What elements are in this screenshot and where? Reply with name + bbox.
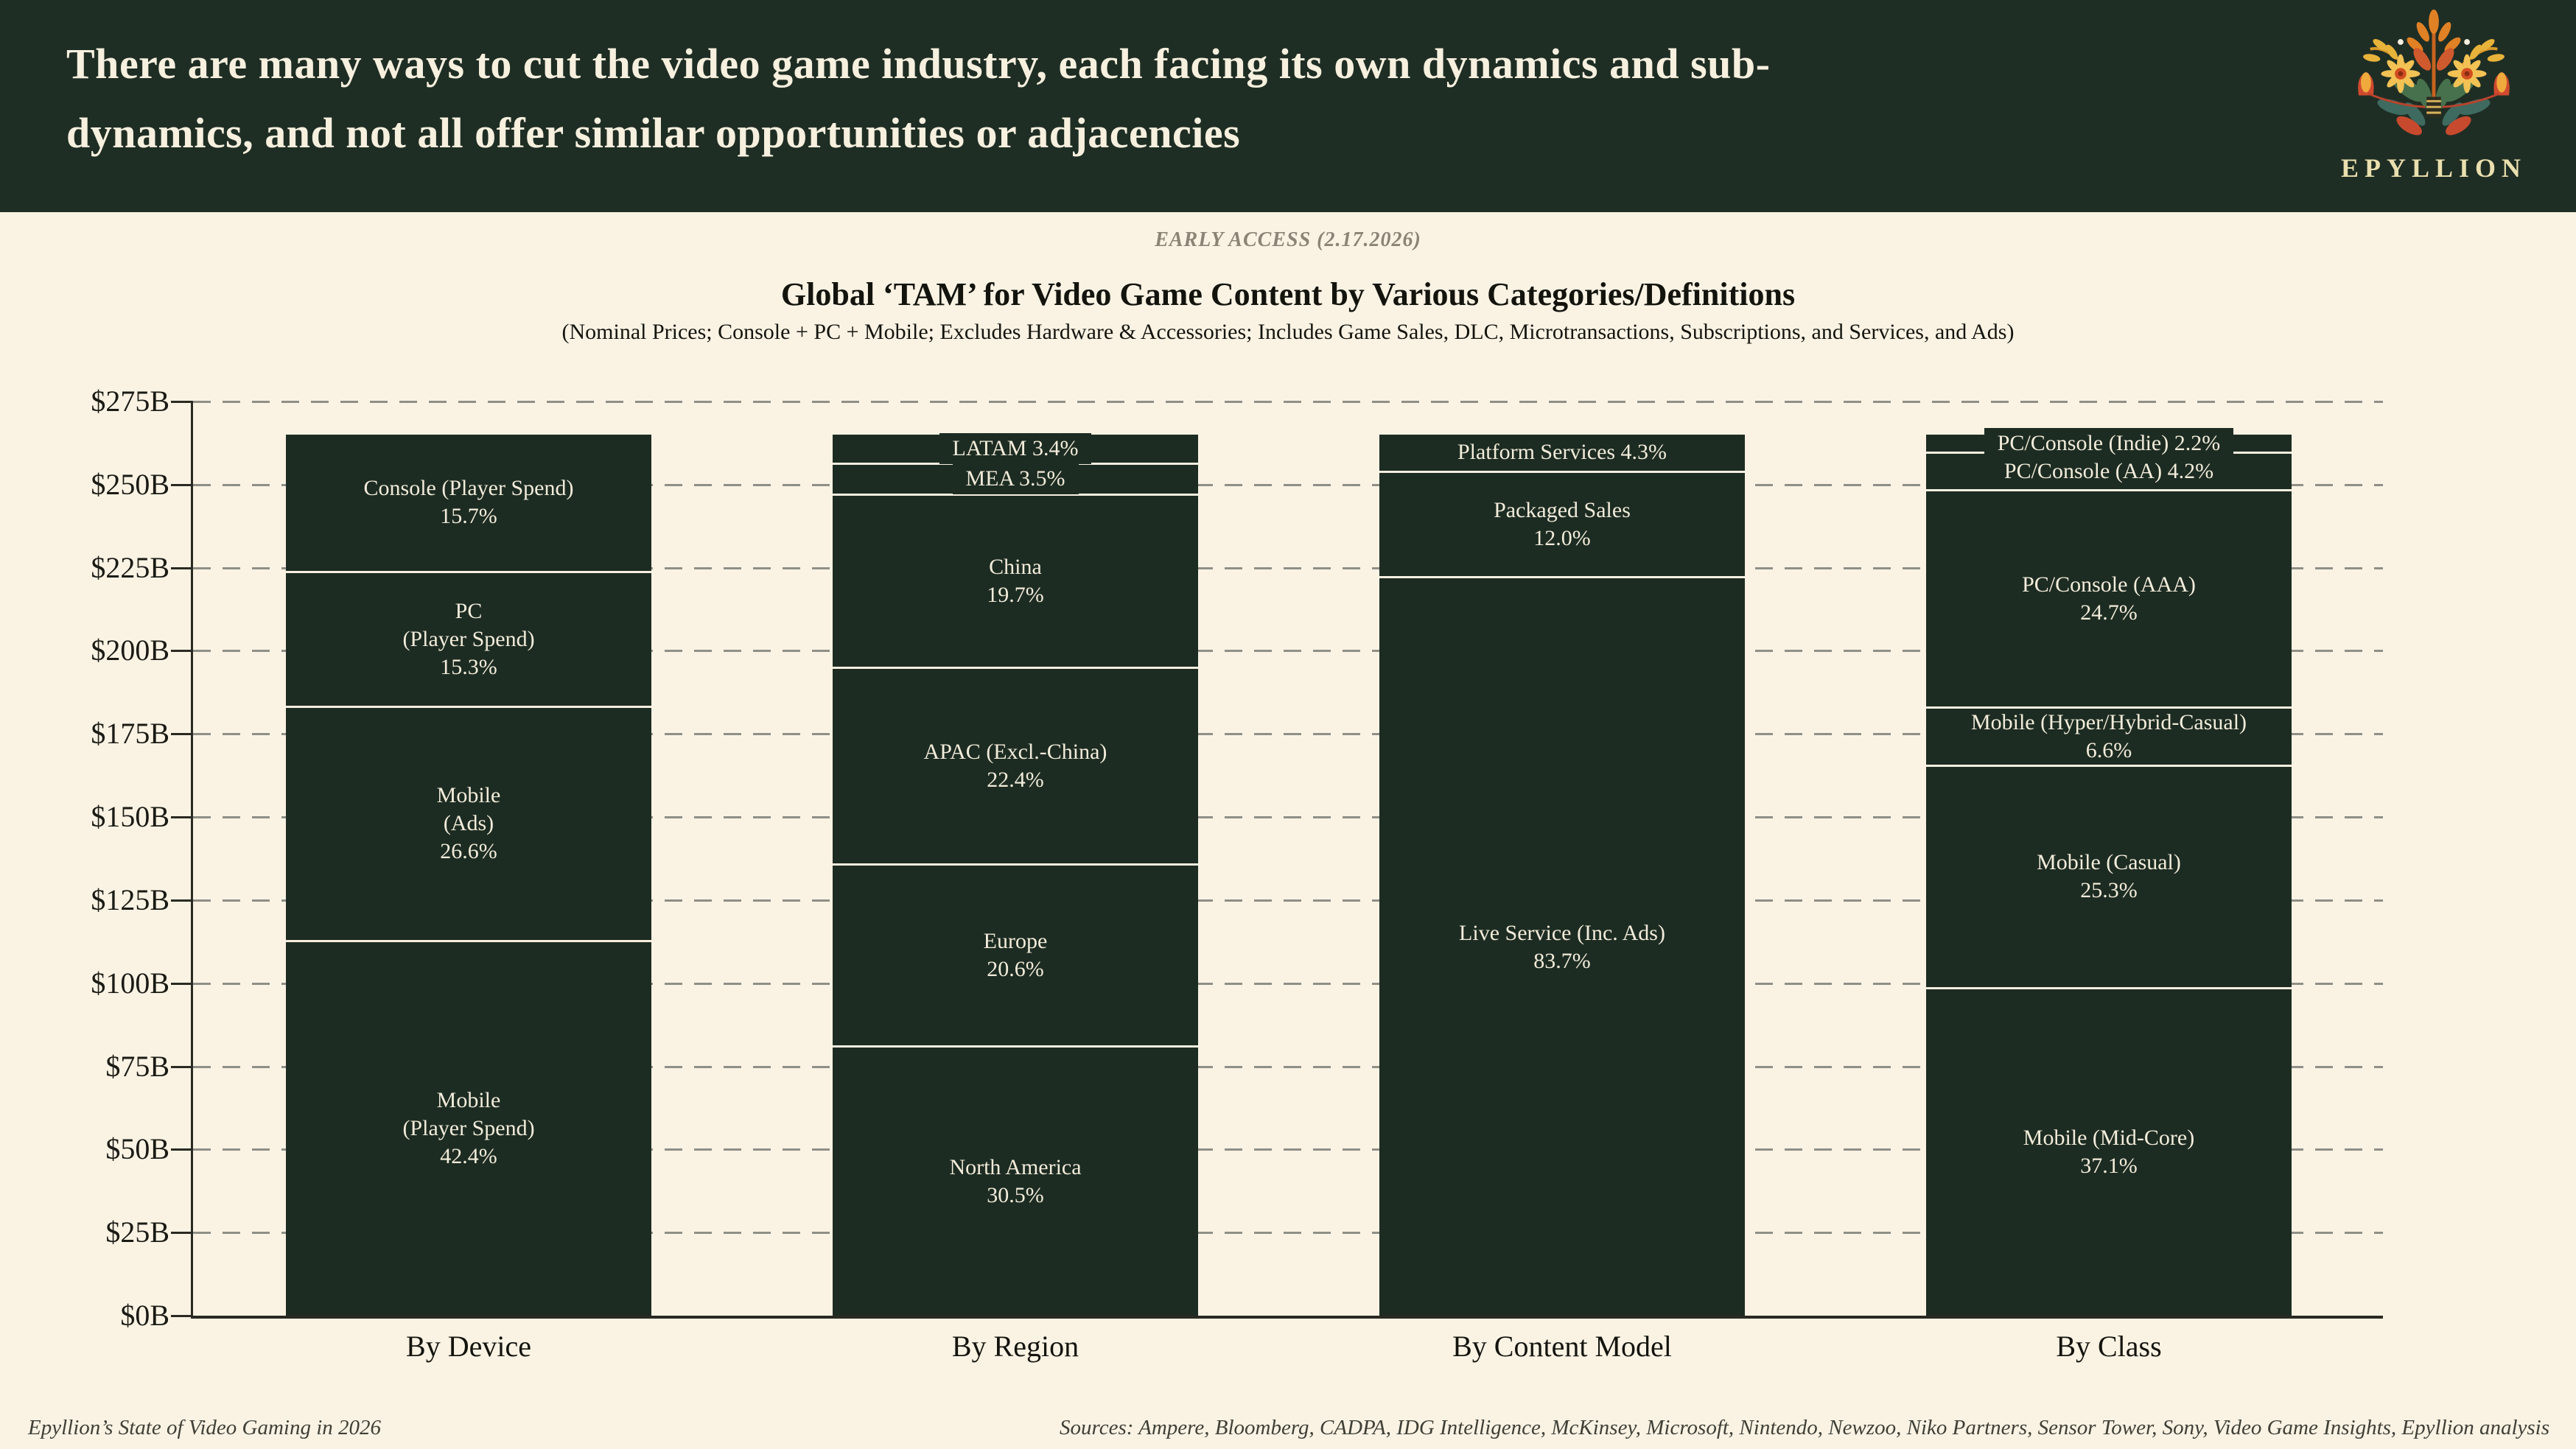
y-axis-tick-label: $150B [91, 800, 169, 834]
bar-segment: Europe 20.6% [833, 866, 1198, 1048]
y-axis-tick-mark [171, 1148, 193, 1151]
bar-segment: Mobile (Casual) 25.3% [1926, 767, 2292, 989]
stacked-bar: Console (Player Spend) 15.7% PC (Player Spe… [286, 435, 651, 1316]
y-axis-tick-mark [171, 1232, 193, 1235]
bar-segment-label: Mobile (Ads) 26.6% [436, 783, 501, 864]
bar-segment-label: Europe 20.6% [983, 929, 1048, 982]
y-axis-tick-label: $50B [105, 1132, 169, 1166]
bar-segment: APAC (Excl.-China) 22.4% [833, 669, 1198, 866]
epyllion-logo-text: EPYLLION [2340, 153, 2527, 183]
y-axis-tick-label: $100B [91, 966, 169, 1000]
y-axis-tick-mark [171, 401, 193, 403]
chart-title: Global ‘TAM’ for Video Game Content by V… [780, 276, 1796, 312]
bar-segment-label: Mobile (Casual) 25.3% [2037, 850, 2181, 903]
header-banner: There are many ways to cut the video gam… [0, 0, 2576, 212]
bar-segment: Mobile (Hyper/Hybrid-Casual) 6.6% [1926, 709, 2292, 767]
bar-segment-label: Mobile (Hyper/Hybrid-Casual) 6.6% [1970, 709, 2247, 762]
bar-segment: Mobile (Mid-Core) 37.1% [1926, 989, 2292, 1316]
bar-segment-label: APAC (Excl.-China) 22.4% [923, 740, 1107, 793]
stacked-bar: Platform Services 4.3% Packaged Sales 12.0… [1379, 435, 1745, 1316]
bar-segment: Packaged Sales 12.0% [1379, 473, 1745, 579]
y-axis-tick-label: $200B [91, 634, 169, 667]
y-axis-tick-label: $125B [91, 883, 169, 916]
footer-sources: Sources: Ampere, Bloomberg, CADPA, IDG I… [1060, 1416, 2549, 1439]
bar-segment: Mobile (Ads) 26.6% [286, 708, 651, 942]
y-axis-tick-mark [171, 982, 193, 985]
stacked-bar: PC/Console (Indie) 2.2% PC/Console (AA) 4… [1926, 427, 2292, 1316]
x-axis-category-label: By Content Model [1452, 1330, 1672, 1363]
x-axis-line [191, 1316, 2383, 1319]
bar-segment: PC/Console (AAA) 24.7% [1926, 491, 2292, 709]
early-access-note: EARLY ACCESS (2.17.2026) [1155, 228, 1421, 251]
epyllion-floral-logo-icon [2339, 9, 2528, 152]
bar-segment-label: PC/Console (AA) 4.2% [1990, 455, 2227, 487]
bar-segment: PC/Console (Indie) 2.2% [1926, 427, 2292, 459]
x-axis-category-label: By Region [951, 1330, 1079, 1363]
y-axis-tick-mark [171, 733, 193, 736]
bar-segment-label: Mobile (Player Spend) 42.4% [402, 1088, 535, 1169]
epyllion-logo: EPYLLION [2334, 4, 2533, 183]
y-axis-line [191, 401, 193, 1319]
gridline [193, 1148, 2383, 1151]
bar-segment: Platform Services 4.3% [1379, 435, 1745, 473]
bar-segment-label: LATAM 3.4% [939, 432, 1092, 464]
y-axis-tick-mark [171, 483, 193, 486]
bar-segment-label: PC/Console (AAA) 24.7% [2022, 572, 2196, 625]
y-axis-tick-label: $275B [91, 385, 169, 418]
bar-segment: Console (Player Spend) 15.7% [286, 435, 651, 573]
x-axis-category-label: By Class [2056, 1330, 2162, 1363]
gridline [193, 816, 2383, 819]
x-axis-category-label: By Device [406, 1330, 531, 1363]
bar-segment: PC (Player Spend) 15.3% [286, 573, 651, 708]
bar-segment-label: Mobile (Mid-Core) 37.1% [2023, 1126, 2195, 1179]
gridline [193, 401, 2383, 403]
y-axis-tick-mark [171, 650, 193, 653]
bar-segment: China 19.7% [833, 496, 1198, 669]
bar-segment-label: Platform Services 4.3% [1443, 437, 1681, 469]
bar-segment-label: North America 30.5% [949, 1154, 1082, 1207]
gridline [193, 899, 2383, 902]
bar-segment: LATAM 3.4% [833, 432, 1198, 465]
bar-segment: Live Service (Inc. Ads) 83.7% [1379, 578, 1745, 1316]
page-title-line-2: dynamics, and not all offer similar oppo… [66, 109, 1241, 157]
y-axis-tick-mark [171, 816, 193, 819]
gridline [193, 566, 2383, 569]
bar-segment: PC/Console (AA) 4.2% [1926, 454, 2292, 491]
y-axis-tick-label: $25B [105, 1215, 169, 1249]
y-axis-tick-mark [171, 566, 193, 569]
gridline [193, 733, 2383, 736]
bar-segment-label: PC (Player Spend) 15.3% [402, 598, 535, 679]
gridline [193, 650, 2383, 653]
bar-segment: North America 30.5% [833, 1048, 1198, 1316]
bar-segment-label: PC/Console (Indie) 2.2% [1984, 427, 2234, 459]
y-axis-tick-mark [171, 899, 193, 902]
gridline [193, 1232, 2383, 1235]
bar-segment-label: Live Service (Inc. Ads) 83.7% [1459, 920, 1665, 973]
bar-segment-label: Packaged Sales 12.0% [1494, 497, 1631, 550]
bar-segment-label: Console (Player Spend) 15.7% [363, 476, 574, 529]
y-axis-tick-label: $175B [91, 717, 169, 751]
bar-segment-label: MEA 3.5% [952, 463, 1079, 495]
y-axis-tick-label: $75B [105, 1049, 169, 1083]
y-axis-tick-label: $0B [120, 1299, 169, 1332]
bar-segment-label: China 19.7% [987, 554, 1044, 607]
bar-segment: MEA 3.5% [833, 463, 1198, 496]
gridline [193, 1065, 2383, 1068]
footer-report-name: Epyllion’s State of Video Gaming in 2026 [28, 1416, 381, 1439]
gridline [193, 982, 2383, 985]
y-axis-tick-mark [171, 1065, 193, 1068]
gridline [193, 483, 2383, 486]
chart-subtitle: (Nominal Prices; Console + PC + Mobile; … [561, 320, 2015, 344]
stacked-bar: LATAM 3.4% MEA 3.5% China 19.7% APAC (Excl.-… [833, 432, 1198, 1316]
page-title: There are many ways to cut the video gam… [66, 29, 2277, 168]
bar-segment: Mobile (Player Spend) 42.4% [286, 942, 651, 1316]
y-axis-tick-mark [171, 1315, 193, 1317]
page-title-line-1: There are many ways to cut the video gam… [66, 40, 1771, 88]
y-axis-tick-label: $225B [91, 550, 169, 584]
y-axis-tick-label: $250B [91, 467, 169, 501]
